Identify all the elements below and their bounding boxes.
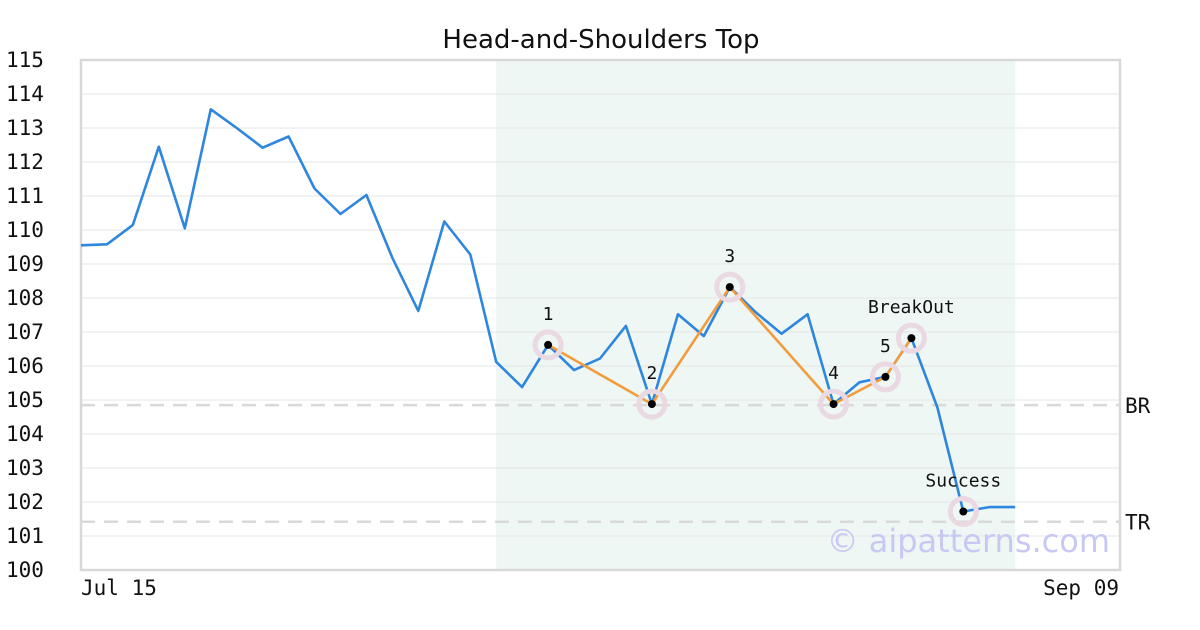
marker-dot-4: [829, 400, 838, 409]
y-tick-label-112: 112: [6, 150, 44, 174]
marker-ring-breakout: [895, 322, 927, 354]
marker-ring-1: [532, 329, 564, 361]
marker-label-1: 1: [543, 304, 554, 325]
y-tick-label-101: 101: [6, 524, 44, 548]
marker-dot-success: [959, 507, 968, 516]
marker-dot-2: [647, 400, 656, 409]
marker-ring-4: [818, 388, 850, 420]
x-tick-label-end: Sep 09: [1043, 576, 1119, 600]
y-tick-label-108: 108: [6, 286, 44, 310]
marker-ring-3: [714, 271, 746, 303]
y-tick-label-110: 110: [6, 218, 44, 242]
watermark: © aipatterns.com: [827, 522, 1110, 560]
marker-dot-1: [544, 340, 553, 349]
y-tick-label-103: 103: [6, 456, 44, 480]
y-tick-label-115: 115: [6, 48, 44, 72]
marker-ring-5: [869, 361, 901, 393]
y-tick-label-107: 107: [6, 320, 44, 344]
pattern-line: [547, 285, 913, 406]
y-tick-label-100: 100: [6, 558, 44, 582]
y-tick-label-106: 106: [6, 354, 44, 378]
chart-title: Head-and-Shoulders Top: [442, 25, 759, 55]
marker-label-2: 2: [646, 363, 657, 384]
x-tick-label-start: Jul 15: [81, 576, 157, 600]
y-tick-label-109: 109: [6, 252, 44, 276]
y-tick-label-113: 113: [6, 116, 44, 140]
y-tick-label-105: 105: [6, 388, 44, 412]
marker-label-success: Success: [925, 471, 1001, 492]
marker-ring-success: [947, 496, 979, 528]
marker-dot-5: [881, 372, 890, 381]
marker-dot-3: [725, 283, 734, 292]
y-tick-label-102: 102: [6, 490, 44, 514]
marker-label-5: 5: [880, 336, 891, 357]
marker-label-breakout: BreakOut: [868, 297, 955, 318]
level-label-tr: TR: [1125, 511, 1151, 535]
marker-label-4: 4: [828, 363, 839, 384]
marker-label-3: 3: [724, 246, 735, 267]
marker-ring-2: [636, 388, 668, 420]
plot-frame: [79, 58, 1122, 572]
y-tick-label-104: 104: [6, 422, 44, 446]
y-tick-label-111: 111: [6, 184, 44, 208]
marker-dot-breakout: [907, 334, 916, 343]
y-tick-label-114: 114: [6, 82, 44, 106]
level-label-br: BR: [1125, 394, 1151, 418]
